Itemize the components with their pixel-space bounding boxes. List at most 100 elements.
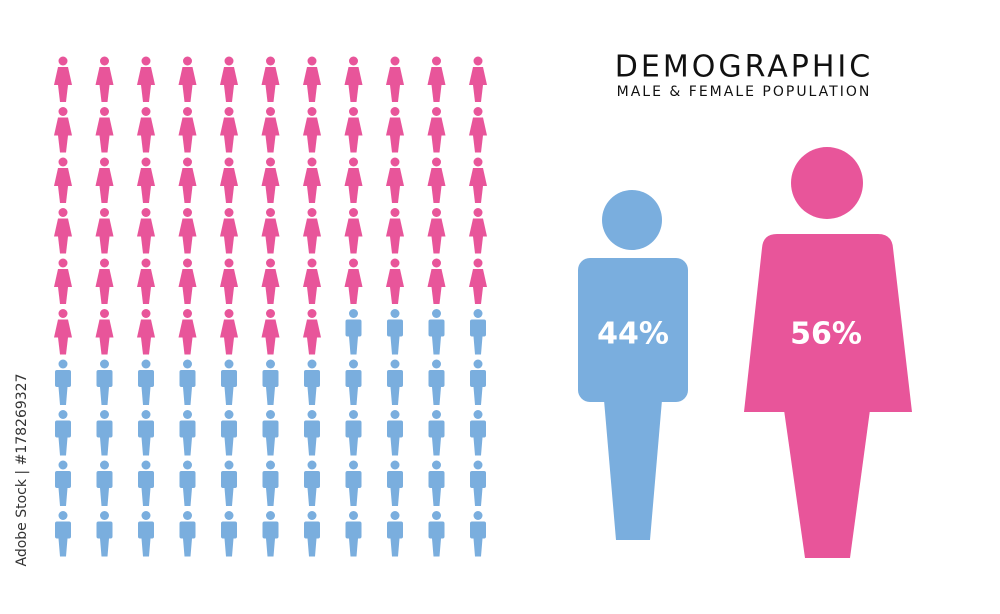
female-icon [54,107,72,153]
male-icon [179,511,196,557]
icon-torso [138,370,154,387]
icon-dress [427,269,446,287]
female-icon [137,157,155,203]
icon-head [224,460,234,470]
icon-legs [266,387,275,405]
female-icon [95,208,114,254]
icon-dress [95,319,114,338]
female-icon [386,56,404,102]
icon-torso [470,420,486,438]
female-head [791,147,863,219]
female-icon [178,56,197,102]
icon-legs [431,186,442,203]
icon-head [141,107,151,116]
icon-head [307,511,317,520]
icon-head [307,258,317,268]
icon-legs [265,287,276,304]
icon-legs [266,538,275,557]
icon-torso [428,370,445,387]
icon-legs [390,437,400,456]
icon-dress [386,168,404,186]
female-icon [261,309,280,355]
icon-head [266,410,275,419]
icon-torso [179,471,196,488]
male-icon [262,511,279,557]
icon-torso [221,521,237,539]
icon-legs [99,337,110,355]
icon-torso [262,471,279,488]
icon-dress [178,67,197,85]
female-icon [469,258,487,304]
icon-legs [100,437,109,456]
icon-torso [96,420,113,438]
icon-torso [262,521,279,539]
icon-torso [55,471,71,488]
icon-dress [303,218,321,237]
icon-legs [224,387,234,405]
icon-legs [265,186,276,203]
female-icon [137,107,155,153]
icon-legs [432,437,441,456]
icon-head [307,460,317,470]
icon-legs [183,437,192,456]
female-icon [178,107,197,153]
icon-legs [348,287,359,304]
female-icon [95,56,114,102]
icon-torso [387,420,403,438]
icon-dress [469,269,487,287]
icon-dress [261,117,280,136]
icon-legs [348,236,359,254]
female-icon [469,56,487,102]
female-legs [784,410,870,558]
male-icon [179,410,196,456]
female-icon [137,208,155,254]
icon-head [390,157,400,167]
icon-torso [179,420,196,438]
icon-legs [266,437,275,456]
female-icon [303,157,321,203]
male-icon [387,460,403,506]
female-icon [261,208,280,254]
icon-head [307,157,317,167]
icon-head [432,258,441,268]
icon-legs [432,488,441,506]
icon-head [307,208,317,217]
icon-legs [473,186,483,203]
icon-legs [307,236,317,254]
icon-torso [96,521,113,539]
icon-head [183,359,192,369]
icon-legs [99,85,110,102]
icon-torso [345,521,362,539]
male-icon [470,410,486,456]
icon-head [349,157,358,167]
icon-dress [386,269,404,287]
icon-legs [141,337,151,355]
female-icon [261,107,280,153]
icon-head [307,309,317,318]
icon-legs [390,287,400,304]
icon-legs [141,186,151,203]
icon-legs [307,186,317,203]
icon-torso [179,370,196,387]
icon-legs [390,488,400,506]
icon-legs [432,387,441,405]
icon-head [349,460,358,470]
icon-head [349,359,358,369]
icon-head [307,56,317,66]
icon-torso [387,471,403,488]
icon-dress [220,168,238,186]
female-icon [220,107,238,153]
male-icon [55,460,71,506]
icon-legs [224,236,234,254]
icon-dress [137,117,155,136]
male-icon [96,359,113,405]
icon-head [266,460,275,470]
female-icon [303,56,321,102]
icon-dress [178,117,197,136]
icon-legs [390,186,400,203]
icon-dress [137,168,155,186]
male-icon [470,359,486,405]
icon-legs [141,387,151,405]
icon-legs [58,85,68,102]
